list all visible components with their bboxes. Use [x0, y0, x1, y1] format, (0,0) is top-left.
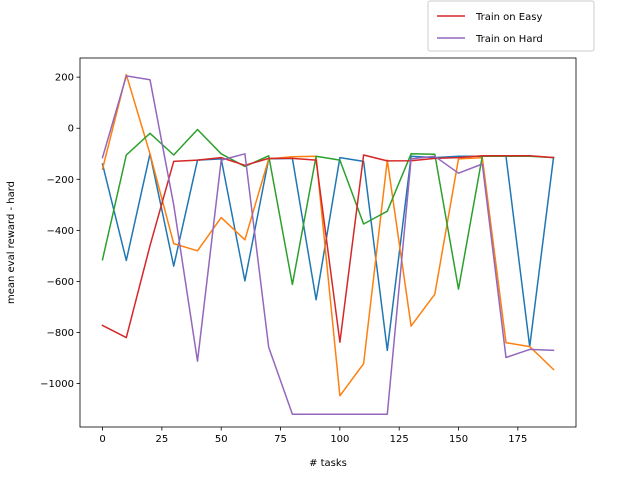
- legend-label: Train on Easy: [475, 12, 542, 23]
- x-tick-label: 50: [215, 434, 228, 445]
- series-line-2: [101, 73, 555, 397]
- legend: Train on Easy Train on Hard: [427, 0, 595, 52]
- y-tick-label: −800: [47, 328, 74, 339]
- x-tick-label: 100: [330, 434, 349, 445]
- x-tick-label: 0: [99, 434, 105, 445]
- x-axis-title: # tasks: [309, 458, 347, 469]
- x-tick-label: 125: [390, 434, 409, 445]
- series-line-4: [101, 154, 555, 343]
- plot-frame: [79, 57, 577, 428]
- series-line-5: [101, 75, 555, 415]
- y-tick-label: −600: [47, 277, 74, 288]
- y-tick-label: −1000: [40, 379, 74, 390]
- x-axis: 0 25 50 75 100 125 150 175: [99, 427, 527, 445]
- x-tick-label: 25: [156, 434, 169, 445]
- y-tick-label: 0: [68, 124, 74, 135]
- y-axis: 200 0 −200 −400 −600 −800 −1000: [40, 73, 80, 390]
- y-tick-label: −200: [47, 175, 74, 186]
- y-axis-title: mean eval reward - hard: [6, 181, 17, 304]
- legend-box: [427, 0, 595, 52]
- series-line-3: [101, 128, 555, 290]
- legend-label: Train on Hard: [475, 34, 543, 45]
- x-tick-label: 75: [274, 434, 287, 445]
- x-tick-label: 175: [508, 434, 527, 445]
- x-tick-label: 150: [449, 434, 468, 445]
- y-tick-label: −400: [47, 226, 74, 237]
- y-tick-label: 200: [55, 73, 74, 84]
- series-layer: [101, 73, 555, 415]
